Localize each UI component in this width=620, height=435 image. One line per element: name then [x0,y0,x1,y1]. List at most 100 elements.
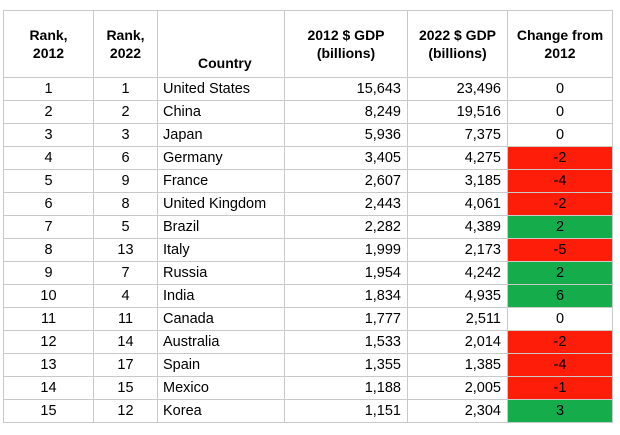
header-rank-2022-line-1: Rank, [106,27,145,43]
cell-rank-2012: 2 [3,100,94,124]
header-change-line-2: 2012 [544,45,576,61]
header-rank-2022-line-2: 2022 [109,45,142,61]
cell-gdp-2012: 1,151 [284,399,408,423]
cell-rank-2012: 11 [3,307,94,331]
cell-gdp-2022: 23,496 [407,77,508,101]
cell-change: -4 [507,169,613,193]
table-row: 3 3 Japan 5,936 7,375 0 [3,123,613,147]
cell-gdp-2022: 2,304 [407,399,508,423]
cell-gdp-2022: 4,275 [407,146,508,170]
cell-rank-2022: 3 [93,123,158,147]
cell-rank-2022: 15 [93,376,158,400]
cell-rank-2012: 3 [3,123,94,147]
table-row: 6 8 United Kingdom 2,443 4,061 -2 [3,192,613,216]
cell-gdp-2012: 2,443 [284,192,408,216]
cell-gdp-2012: 2,607 [284,169,408,193]
cell-rank-2012: 12 [3,330,94,354]
header-row: Rank, 2012 Rank, 2022 Country 2012 $ GDP… [3,10,613,78]
cell-rank-2022: 9 [93,169,158,193]
cell-rank-2012: 8 [3,238,94,262]
cell-change: -2 [507,192,613,216]
table-row: 4 6 Germany 3,405 4,275 -2 [3,146,613,170]
cell-gdp-2022: 2,511 [407,307,508,331]
cell-gdp-2012: 2,282 [284,215,408,239]
cell-rank-2012: 13 [3,353,94,377]
cell-rank-2012: 14 [3,376,94,400]
table-row: 5 9 France 2,607 3,185 -4 [3,169,613,193]
table-row: 14 15 Mexico 1,188 2,005 -1 [3,376,613,400]
cell-change: 6 [507,284,613,308]
cell-gdp-2022: 4,935 [407,284,508,308]
cell-rank-2012: 6 [3,192,94,216]
cell-rank-2022: 2 [93,100,158,124]
table-row: 15 12 Korea 1,151 2,304 3 [3,399,613,423]
gdp-ranking-table: Rank, 2012 Rank, 2022 Country 2012 $ GDP… [3,10,613,423]
cell-change: -2 [507,330,613,354]
cell-rank-2022: 6 [93,146,158,170]
cell-rank-2022: 11 [93,307,158,331]
cell-rank-2012: 5 [3,169,94,193]
cell-change: -4 [507,353,613,377]
cell-gdp-2012: 1,777 [284,307,408,331]
cell-rank-2012: 9 [3,261,94,285]
cell-country: Korea [157,399,285,423]
cell-change: 0 [507,307,613,331]
table-row: 7 5 Brazil 2,282 4,389 2 [3,215,613,239]
header-gdp-2022-line-1: 2022 $ GDP [418,27,497,43]
cell-gdp-2022: 3,185 [407,169,508,193]
header-gdp-2022: 2022 $ GDP (billions) [407,10,508,78]
cell-change: -2 [507,146,613,170]
cell-rank-2022: 12 [93,399,158,423]
cell-country: Japan [157,123,285,147]
cell-change: 0 [507,77,613,101]
cell-change: 0 [507,123,613,147]
cell-gdp-2012: 1,188 [284,376,408,400]
cell-rank-2022: 8 [93,192,158,216]
cell-country: China [157,100,285,124]
cell-gdp-2012: 1,834 [284,284,408,308]
cell-gdp-2022: 2,014 [407,330,508,354]
cell-change: -5 [507,238,613,262]
cell-country: Canada [157,307,285,331]
header-country: Country [157,10,285,78]
cell-rank-2012: 10 [3,284,94,308]
cell-country: United States [157,77,285,101]
cell-rank-2012: 1 [3,77,94,101]
cell-gdp-2022: 2,173 [407,238,508,262]
table-row: 13 17 Spain 1,355 1,385 -4 [3,353,613,377]
cell-change: 2 [507,261,613,285]
cell-change: 2 [507,215,613,239]
cell-gdp-2012: 1,355 [284,353,408,377]
cell-country: Germany [157,146,285,170]
table-row: 1 1 United States 15,643 23,496 0 [3,77,613,101]
cell-rank-2012: 15 [3,399,94,423]
cell-country: Brazil [157,215,285,239]
table-row: 10 4 India 1,834 4,935 6 [3,284,613,308]
cell-rank-2022: 4 [93,284,158,308]
header-gdp-2012-line-1: 2012 $ GDP [307,27,385,43]
cell-rank-2012: 7 [3,215,94,239]
cell-gdp-2012: 5,936 [284,123,408,147]
cell-rank-2022: 14 [93,330,158,354]
header-gdp-2012-line-2: (billions) [316,45,376,61]
cell-rank-2022: 13 [93,238,158,262]
header-change-line-1: Change from [516,27,604,43]
cell-gdp-2012: 3,405 [284,146,408,170]
cell-change: -1 [507,376,613,400]
header-rank-2012-line-2: 2012 [32,45,65,61]
header-rank-2022: Rank, 2022 [93,10,158,78]
cell-rank-2022: 17 [93,353,158,377]
cell-gdp-2022: 4,061 [407,192,508,216]
cell-rank-2022: 7 [93,261,158,285]
cell-gdp-2022: 1,385 [407,353,508,377]
cell-rank-2022: 1 [93,77,158,101]
table-row: 11 11 Canada 1,777 2,511 0 [3,307,613,331]
header-rank-2012: Rank, 2012 [3,10,94,78]
cell-gdp-2012: 1,954 [284,261,408,285]
table-body: 1 1 United States 15,643 23,496 0 2 2 China 8,249… [3,77,613,423]
table-row: 2 2 China 8,249 19,516 0 [3,100,613,124]
table-row: 9 7 Russia 1,954 4,242 2 [3,261,613,285]
cell-change: 3 [507,399,613,423]
cell-gdp-2022: 4,389 [407,215,508,239]
cell-gdp-2012: 15,643 [284,77,408,101]
